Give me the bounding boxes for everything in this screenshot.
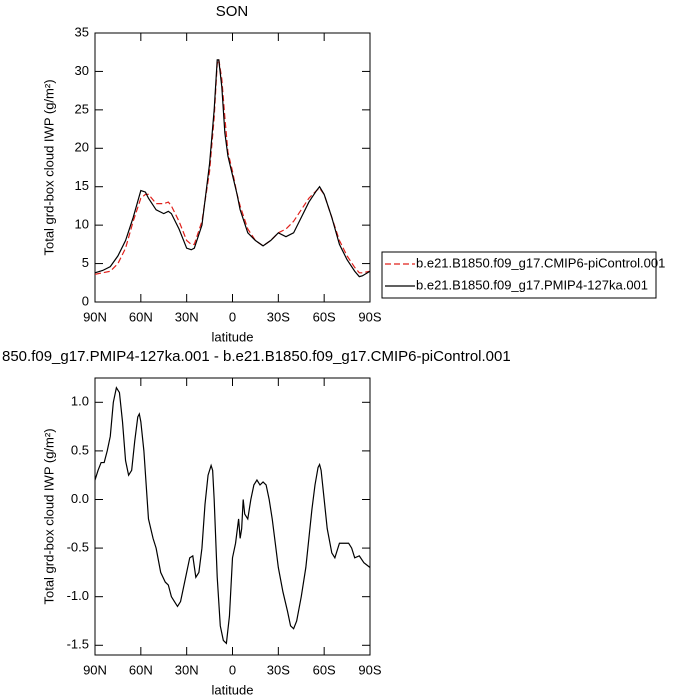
y-tick-label: 1.0 xyxy=(71,394,89,409)
x-tick-label: 60S xyxy=(313,662,336,677)
x-tick-label: 90S xyxy=(358,662,381,677)
y-tick-label: 5 xyxy=(82,255,89,270)
x-tick-label: 90N xyxy=(83,309,107,324)
x-tick-label: 0 xyxy=(229,309,236,324)
data-line xyxy=(94,58,371,275)
y-tick-label: -1.5 xyxy=(67,637,89,652)
x-tick-label: 30S xyxy=(267,309,290,324)
x-tick-label: 30N xyxy=(175,662,199,677)
data-line xyxy=(94,386,371,645)
legend-box xyxy=(381,251,657,299)
x-tick-label: 60S xyxy=(313,309,336,324)
y-tick-label: 10 xyxy=(75,217,89,232)
y-tick-label: 0.5 xyxy=(71,442,89,457)
x-tick-label: 30S xyxy=(267,662,290,677)
chart-title: 850.f09_g17.PMIP4-127ka.001 - b.e21.B185… xyxy=(2,348,511,365)
data-line xyxy=(94,59,371,278)
x-tick-label: 30N xyxy=(175,309,199,324)
plot-frame xyxy=(94,32,371,303)
y-tick-label: 15 xyxy=(75,178,89,193)
x-tick-label: 90N xyxy=(83,662,107,677)
y-axis-label: Total grd-box cloud IWP (g/m²) xyxy=(41,428,56,604)
legend-label: b.e21.B1850.f09_g17.CMIP6-piControl.001 xyxy=(416,255,665,270)
legend-label: b.e21.B1850.f09_g17.PMIP4-127ka.001 xyxy=(416,277,648,292)
y-tick-label: -1.0 xyxy=(67,588,89,603)
y-tick-label: 0.0 xyxy=(71,491,89,506)
x-axis-label: latitude xyxy=(212,329,254,344)
y-tick-label: -0.5 xyxy=(67,540,89,555)
x-tick-label: 0 xyxy=(229,662,236,677)
y-tick-label: 25 xyxy=(75,101,89,116)
x-tick-label: 60N xyxy=(129,309,153,324)
y-tick-label: 0 xyxy=(82,293,89,308)
x-tick-label: 60N xyxy=(129,662,153,677)
y-axis-label: Total grd-box cloud IWP (g/m²) xyxy=(41,79,56,255)
chart-title: SON xyxy=(216,3,249,20)
plot-frame xyxy=(94,377,371,656)
x-axis-label: latitude xyxy=(212,682,254,697)
y-tick-label: 35 xyxy=(75,24,89,39)
y-tick-label: 20 xyxy=(75,140,89,155)
y-tick-label: 30 xyxy=(75,63,89,78)
x-tick-label: 90S xyxy=(358,309,381,324)
